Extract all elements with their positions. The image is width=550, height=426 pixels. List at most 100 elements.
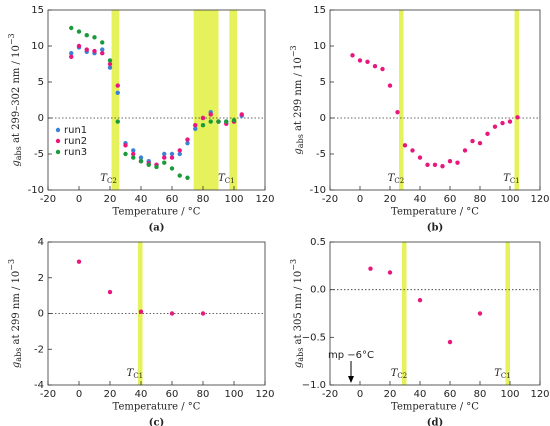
- data-point: [169, 155, 175, 160]
- panel-label: (c): [149, 418, 165, 426]
- data-point: [402, 143, 408, 148]
- data-point: [107, 58, 113, 63]
- arrow-head: [348, 376, 354, 383]
- x-tick-label: 60: [444, 389, 457, 400]
- x-tick-label: 40: [414, 194, 427, 205]
- data-point: [470, 138, 475, 144]
- x-tick-label: -20: [322, 389, 338, 400]
- y-tick-label: 0: [320, 113, 326, 124]
- y-tick-label: 2: [38, 273, 44, 284]
- data-point: [185, 137, 190, 142]
- data-point: [507, 119, 513, 124]
- text-part: abs: [296, 348, 305, 362]
- data-point: [417, 297, 423, 303]
- temperature-band: [514, 10, 519, 190]
- x-tick-label: 100: [224, 194, 243, 205]
- y-tick-label: -10: [28, 185, 44, 196]
- data-point: [154, 164, 159, 170]
- legend-marker: [55, 138, 61, 144]
- data-point: [500, 120, 505, 126]
- x-tick-label: 40: [414, 389, 427, 400]
- data-point: [169, 151, 175, 157]
- x-tick-label: 120: [530, 194, 549, 205]
- y-tick-label: 15: [31, 5, 44, 16]
- band-label: TC1: [218, 173, 234, 186]
- temperature-band: [193, 10, 219, 190]
- band-label: TC2: [388, 173, 404, 186]
- y-tick-label: 0: [38, 113, 44, 124]
- x-tick-label: 100: [500, 389, 519, 400]
- legend-label: run1: [64, 125, 87, 136]
- data-point: [239, 112, 244, 117]
- text-part: −3: [289, 259, 298, 271]
- x-tick-label: 20: [104, 389, 117, 400]
- legend-marker: [55, 127, 61, 133]
- x-tick-label: 100: [500, 194, 519, 205]
- data-point: [69, 51, 74, 56]
- text-part: C2: [394, 177, 404, 185]
- x-tick-label: 60: [166, 389, 179, 400]
- legend-label: run2: [64, 136, 87, 147]
- temperature-band: [111, 10, 120, 190]
- y-tick-label: -5: [316, 149, 326, 160]
- x-tick-label: 120: [530, 389, 549, 400]
- data-point: [368, 266, 373, 271]
- data-point: [138, 309, 144, 314]
- data-point: [123, 151, 128, 157]
- x-tick-label: 20: [104, 194, 117, 205]
- data-point: [84, 47, 89, 52]
- data-point: [387, 270, 393, 275]
- x-axis-label: Temperature / °C: [391, 402, 479, 413]
- y-tick-label: 5: [320, 77, 326, 88]
- y-axis-label: gabs at 299–302 nm / 10−3: [7, 33, 23, 166]
- x-tick-label: 20: [384, 389, 397, 400]
- data-point: [69, 54, 74, 59]
- text-part: T: [503, 173, 511, 184]
- data-point: [115, 90, 120, 96]
- data-point: [350, 53, 355, 58]
- data-point: [177, 151, 182, 157]
- text-part: abs: [14, 146, 23, 160]
- data-point: [485, 131, 490, 137]
- data-point: [357, 58, 363, 63]
- x-axis-label: Temperature / °C: [113, 207, 201, 218]
- data-point: [131, 155, 136, 160]
- data-point: [115, 83, 120, 88]
- data-point: [462, 148, 468, 153]
- x-tick-label: 80: [474, 194, 487, 205]
- x-axis-label: Temperature / °C: [113, 402, 201, 413]
- text-part: g: [11, 160, 22, 166]
- data-point: [107, 65, 113, 70]
- data-point: [162, 151, 167, 157]
- text-part: −3: [7, 259, 16, 271]
- x-tick-label: 100: [224, 389, 243, 400]
- plot-frame: [47, 9, 266, 191]
- data-point: [177, 148, 182, 153]
- data-point: [69, 25, 74, 31]
- data-point: [76, 29, 82, 34]
- panel-label: (b): [427, 223, 443, 234]
- data-point: [447, 339, 453, 345]
- data-point: [200, 311, 206, 316]
- text-part: T: [218, 173, 226, 184]
- text-part: g: [293, 148, 304, 154]
- text-part: T: [100, 173, 108, 184]
- data-point: [440, 164, 445, 169]
- band-label: TC1: [127, 368, 143, 381]
- data-point: [146, 162, 151, 167]
- x-tick-label: 120: [255, 194, 274, 205]
- data-point: [447, 159, 453, 164]
- y-tick-label: -10: [310, 185, 326, 196]
- data-point: [410, 148, 415, 153]
- data-point: [224, 119, 229, 124]
- y-axis-label: gabs at 299 nm / 10−3: [289, 45, 305, 154]
- data-point: [208, 112, 213, 117]
- x-tick-label: 60: [444, 194, 457, 205]
- data-point: [100, 40, 105, 45]
- panel-label: (d): [427, 418, 443, 426]
- plot-frame: [329, 9, 541, 191]
- y-tick-label: 10: [31, 41, 44, 52]
- y-tick-label: 0.0: [310, 285, 326, 296]
- data-point: [107, 61, 113, 67]
